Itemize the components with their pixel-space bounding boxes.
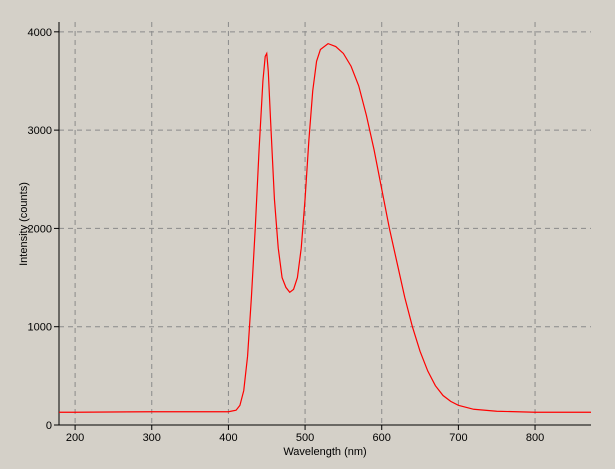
x-tick-label: 400 [219,432,237,444]
x-axis-label: Wavelength (nm) [283,446,366,458]
y-tick-label: 0 [46,420,52,432]
y-axis-label: Intensity (counts) [18,182,30,266]
y-tick-label: 1000 [28,322,52,334]
x-tick-label: 500 [296,432,314,444]
x-tick-label: 200 [66,432,84,444]
x-tick-label: 700 [449,432,467,444]
y-tick-label: 2000 [28,223,52,235]
x-tick-label: 600 [373,432,391,444]
x-tick-label: 800 [526,432,544,444]
y-tick-label: 3000 [28,125,52,137]
spectrum-line [59,42,591,413]
x-tick-label: 300 [143,432,161,444]
y-tick-label: 4000 [28,27,52,39]
